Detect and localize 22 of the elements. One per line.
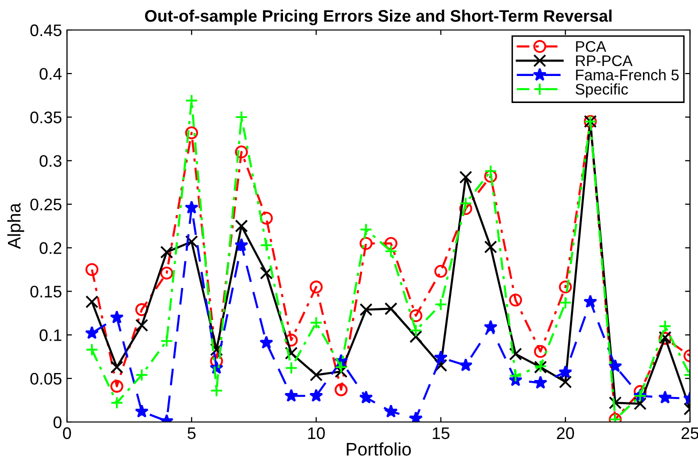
y-tick-label: 0.05 <box>30 372 62 385</box>
y-tick-label: 0.15 <box>30 286 62 298</box>
x-tick-label: 5 <box>188 427 196 440</box>
y-tick-label: 0.2 <box>40 242 62 254</box>
x-axis-title: Portfolio <box>346 442 411 456</box>
chart-title: Out-of-sample Pricing Errors Size and Short-Term Reversal <box>145 10 612 26</box>
y-tick-label: 0.25 <box>30 198 62 210</box>
y-tick-label: 0.3 <box>40 155 62 167</box>
y-tick-label: 0.45 <box>30 24 62 36</box>
x-tick-label: 15 <box>432 427 450 440</box>
y-tick-label: 0.35 <box>30 112 62 124</box>
x-tick-label: 0 <box>63 427 71 440</box>
legend-label: Specific <box>576 83 628 98</box>
x-tick-label: 20 <box>556 427 574 440</box>
y-axis-title: Alpha <box>7 202 24 250</box>
y-tick-label: 0.1 <box>40 329 62 342</box>
legend-label: Fama-French 5 <box>576 69 679 80</box>
y-tick-label: 0.4 <box>40 68 62 80</box>
x-tick-label: 10 <box>308 427 325 440</box>
legend-label: RP-PCA <box>576 55 633 66</box>
legend-label: PCA <box>576 41 606 52</box>
y-tick-label: 0 <box>54 416 62 428</box>
